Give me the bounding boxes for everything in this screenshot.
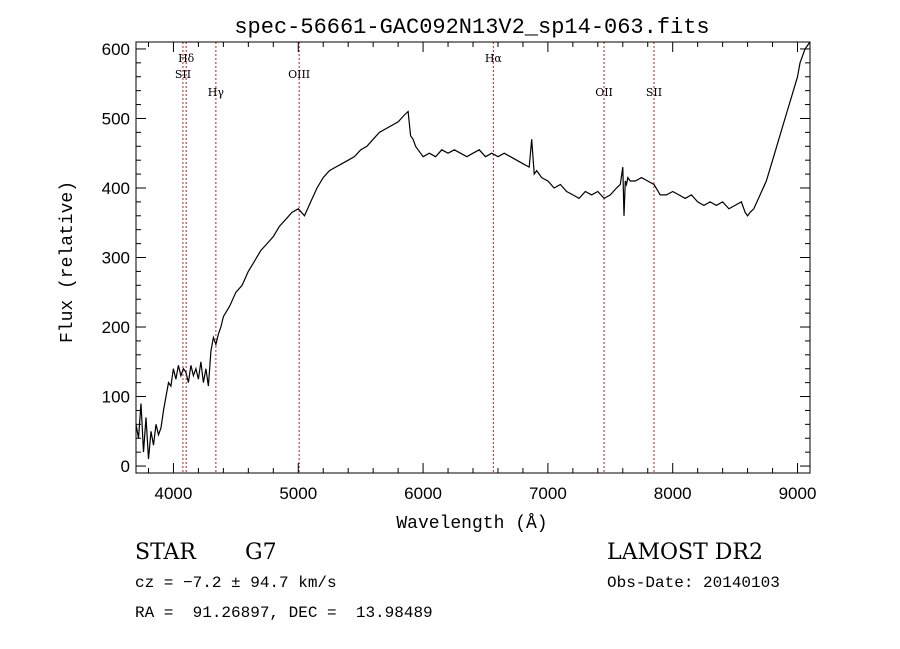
- x-tick-label: 5000: [279, 484, 317, 503]
- y-tick-label: 200: [102, 318, 130, 337]
- y-axis-ticks: 0 100 200 300 400 500 600: [102, 40, 810, 476]
- line-marker-label: Hγ: [208, 86, 225, 99]
- line-marker-label: OII: [595, 86, 613, 99]
- x-tick-label: 6000: [404, 484, 442, 503]
- survey-name: LAMOST DR2: [607, 540, 763, 565]
- redshift-cz: cz = −7.2 ± 94.7 km/s: [135, 574, 337, 592]
- y-axis-label: Flux (relative): [58, 181, 78, 343]
- line-marker-label: SII: [175, 68, 191, 81]
- x-tick-label: 4000: [155, 484, 193, 503]
- coordinates: RA = 91.26897, DEC = 13.98489: [135, 604, 433, 622]
- y-tick-label: 300: [102, 249, 130, 268]
- line-marker-label: OIII: [288, 68, 310, 81]
- plot-frame: [135, 41, 811, 474]
- spectrum-line: [135, 41, 811, 460]
- line-marker-label: SII: [646, 86, 662, 99]
- line-marker-label: Hδ: [178, 52, 195, 65]
- x-axis-label: Wavelength (Å): [396, 513, 547, 534]
- line-markers: SII Hδ Hγ OIII Hα OII SII: [175, 42, 662, 473]
- x-tick-label: 8000: [654, 484, 692, 503]
- y-tick-label: 500: [102, 109, 130, 128]
- x-axis-ticks: 4000 5000 6000 7000 8000 9000: [147, 42, 817, 503]
- object-class: STAR: [135, 540, 196, 565]
- chart-title: spec-56661-GAC092N13V2_sp14-063.fits: [234, 15, 709, 40]
- x-tick-label: 7000: [529, 484, 567, 503]
- y-tick-label: 100: [102, 388, 130, 407]
- line-marker-label: Hα: [485, 52, 503, 65]
- obs-date: Obs-Date: 20140103: [607, 574, 780, 592]
- y-tick-label: 600: [102, 40, 130, 59]
- y-tick-label: 0: [121, 457, 130, 476]
- x-tick-label: 9000: [779, 484, 817, 503]
- y-tick-label: 400: [102, 179, 130, 198]
- object-subclass: G7: [245, 540, 277, 565]
